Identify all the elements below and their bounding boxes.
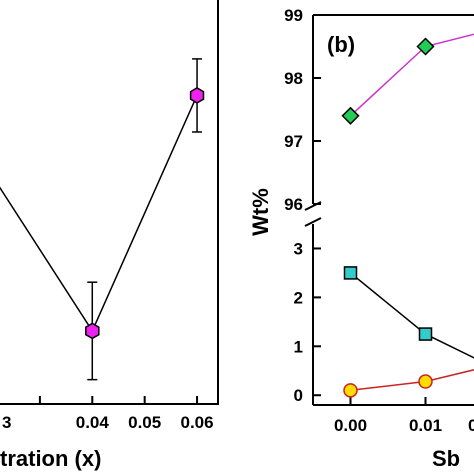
- data-point: [416, 37, 435, 56]
- data-point: [418, 327, 433, 341]
- panel-b: 96 97 98 99 0 1 2 3 0.00 0.01 0 (b) Wt% Sb: [248, 6, 474, 471]
- series-line: [350, 272, 474, 359]
- x-tick-label-cut: 0: [468, 416, 474, 435]
- data-point: [341, 106, 360, 125]
- data-point: [418, 374, 433, 389]
- series-line: [350, 369, 474, 392]
- x-tick-label: 0.00: [334, 416, 367, 435]
- y-tick-label: 2: [294, 288, 303, 307]
- series-line: [0, 95, 198, 333]
- y-tick-label: 98: [284, 69, 303, 88]
- panel-a-x-ticks: 3 0.04 0.05 0.06: [2, 396, 214, 432]
- panel-a-x-axis-label: tration (x): [0, 446, 101, 471]
- y-tick-label: 97: [284, 132, 303, 151]
- panel-b-series: [341, 33, 474, 398]
- axis-break-mark: [304, 217, 322, 227]
- x-tick-label: 0.04: [76, 413, 110, 432]
- data-point: [189, 87, 205, 104]
- panel-b-ticks: 96 97 98 99 0 1 2 3 0.00 0.01 0: [284, 6, 474, 435]
- data-point: [343, 266, 358, 280]
- y-tick-label: 0: [294, 386, 303, 405]
- panel-b-label: (b): [327, 32, 355, 57]
- panel-b-frame: [304, 14, 474, 406]
- panel-a: 3 0.04 0.05 0.06 tration (x): [0, 0, 219, 471]
- panel-b-x-axis-label: Sb: [432, 446, 460, 471]
- y-tick-label: 96: [284, 195, 303, 214]
- series-line: [349, 33, 474, 117]
- panel-b-y-axis-label: Wt%: [248, 188, 273, 236]
- x-tick-label: 0.05: [128, 413, 161, 432]
- x-tick-label: 3: [2, 413, 11, 432]
- y-tick-label: 3: [294, 239, 303, 258]
- panel-a-series: [0, 58, 205, 381]
- data-point: [343, 383, 358, 398]
- y-tick-label: 1: [294, 337, 303, 356]
- data-point: [85, 322, 100, 340]
- y-tick-label: 99: [284, 6, 303, 25]
- x-tick-label: 0.01: [409, 416, 442, 435]
- panel-a-frame: [0, 0, 219, 405]
- x-tick-label: 0.06: [181, 413, 214, 432]
